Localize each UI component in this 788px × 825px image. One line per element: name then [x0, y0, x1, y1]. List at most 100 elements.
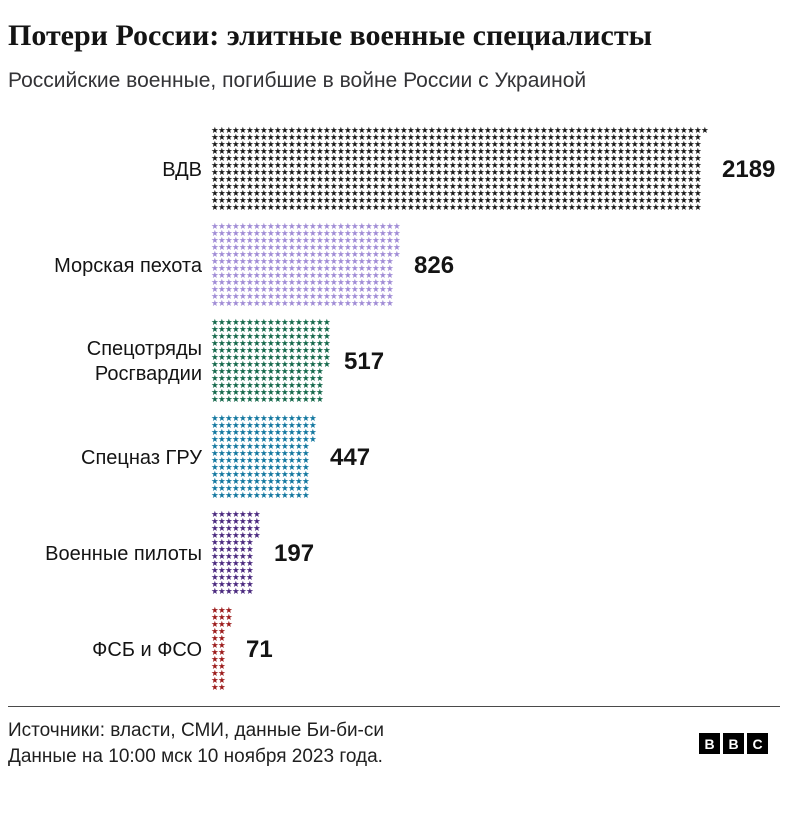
star-icon: ★	[232, 484, 240, 495]
star-icon: ★	[274, 222, 282, 233]
star-icon: ★	[456, 126, 464, 137]
star-icon: ★	[372, 292, 380, 303]
star-icon: ★	[232, 374, 240, 385]
star-icon: ★	[225, 552, 233, 563]
star-icon: ★	[302, 367, 310, 378]
star-icon: ★	[589, 161, 597, 172]
star-icon: ★	[246, 285, 254, 296]
star-icon: ★	[253, 524, 261, 535]
star-icon: ★	[246, 470, 254, 481]
star-icon: ★	[442, 175, 450, 186]
star-icon: ★	[309, 271, 317, 282]
star-icon: ★	[323, 236, 331, 247]
star-icon: ★	[253, 236, 261, 247]
star-icon: ★	[505, 133, 513, 144]
star-icon: ★	[393, 175, 401, 186]
category-label: Спецназ ГРУ	[81, 446, 202, 469]
star-icon: ★	[610, 175, 618, 186]
star-icon: ★	[232, 477, 240, 488]
star-icon: ★	[351, 154, 359, 165]
star-icon: ★	[330, 154, 338, 165]
star-icon: ★	[687, 182, 695, 193]
star-icon: ★	[267, 414, 275, 425]
star-icon: ★	[519, 182, 527, 193]
star-icon: ★	[267, 360, 275, 371]
star-icon: ★	[344, 126, 352, 137]
star-icon: ★	[211, 414, 219, 425]
star-icon: ★	[267, 477, 275, 488]
star-icon: ★	[337, 196, 345, 207]
star-icon: ★	[295, 196, 303, 207]
star-icon: ★	[428, 189, 436, 200]
star-icon: ★	[659, 140, 667, 151]
star-icon: ★	[295, 339, 303, 350]
star-icon: ★	[435, 154, 443, 165]
star-icon: ★	[239, 339, 247, 350]
star-icon: ★	[302, 196, 310, 207]
star-icon: ★	[484, 140, 492, 151]
star-icon: ★	[526, 175, 534, 186]
star-icon: ★	[526, 168, 534, 179]
star-icon: ★	[246, 154, 254, 165]
star-icon: ★	[435, 126, 443, 137]
star-icon: ★	[295, 477, 303, 488]
star-icon: ★	[253, 381, 261, 392]
star-icon: ★	[610, 147, 618, 158]
star-icon: ★	[211, 154, 219, 165]
star-icon: ★	[449, 140, 457, 151]
star-icon: ★	[673, 140, 681, 151]
star-icon: ★	[225, 477, 233, 488]
star-icon: ★	[274, 243, 282, 254]
star-icon: ★	[603, 196, 611, 207]
star-icon: ★	[246, 236, 254, 247]
star-icon: ★	[540, 133, 548, 144]
star-icon: ★	[302, 278, 310, 289]
star-icon: ★	[435, 168, 443, 179]
star-icon: ★	[505, 189, 513, 200]
star-icon: ★	[337, 236, 345, 247]
pictogram-block: ★ ★ ★ ★ ★ ★ ★ ★ ★ ★ ★ ★ ★ ★ ★ ★ ★ ★ ★ ★ ★ ★ ★ ★ ★ ★ ★ ★ ★ ★ ★ ★ ★ ★ ★ ★ ★ ★ ★ ★…	[211, 222, 401, 310]
star-icon: ★	[673, 154, 681, 165]
star-icon: ★	[267, 154, 275, 165]
star-icon: ★	[547, 147, 555, 158]
star-icon: ★	[414, 161, 422, 172]
star-icon: ★	[281, 395, 289, 406]
star-icon: ★	[575, 168, 583, 179]
star-icon: ★	[246, 524, 254, 535]
star-icon: ★	[694, 175, 702, 186]
star-icon: ★	[309, 196, 317, 207]
star-icon: ★	[652, 133, 660, 144]
star-icon: ★	[211, 676, 219, 687]
star-icon: ★	[211, 510, 219, 521]
star-icon: ★	[575, 147, 583, 158]
star-icon: ★	[302, 250, 310, 261]
star-icon: ★	[519, 161, 527, 172]
star-icon: ★	[631, 126, 639, 137]
star-icon: ★	[232, 449, 240, 460]
star-icon: ★	[330, 189, 338, 200]
star-icon: ★	[526, 154, 534, 165]
star-icon: ★	[316, 278, 324, 289]
star-icon: ★	[281, 250, 289, 261]
star-icon: ★	[232, 395, 240, 406]
star-icon: ★	[540, 175, 548, 186]
star-icon: ★	[232, 353, 240, 364]
star-icon: ★	[680, 147, 688, 158]
star-icon: ★	[302, 271, 310, 282]
star-icon: ★	[295, 381, 303, 392]
star-icon: ★	[246, 325, 254, 336]
star-icon: ★	[687, 203, 695, 214]
star-icon: ★	[666, 189, 674, 200]
star-icon: ★	[218, 524, 226, 535]
star-icon: ★	[232, 299, 240, 310]
star-icon: ★	[526, 126, 534, 137]
star-icon: ★	[498, 189, 506, 200]
star-icon: ★	[407, 133, 415, 144]
star-icon: ★	[589, 175, 597, 186]
star-icon: ★	[582, 168, 590, 179]
star-icon: ★	[246, 175, 254, 186]
star-icon: ★	[442, 203, 450, 214]
star-icon: ★	[344, 154, 352, 165]
star-icon: ★	[316, 126, 324, 137]
star-icon: ★	[232, 292, 240, 303]
